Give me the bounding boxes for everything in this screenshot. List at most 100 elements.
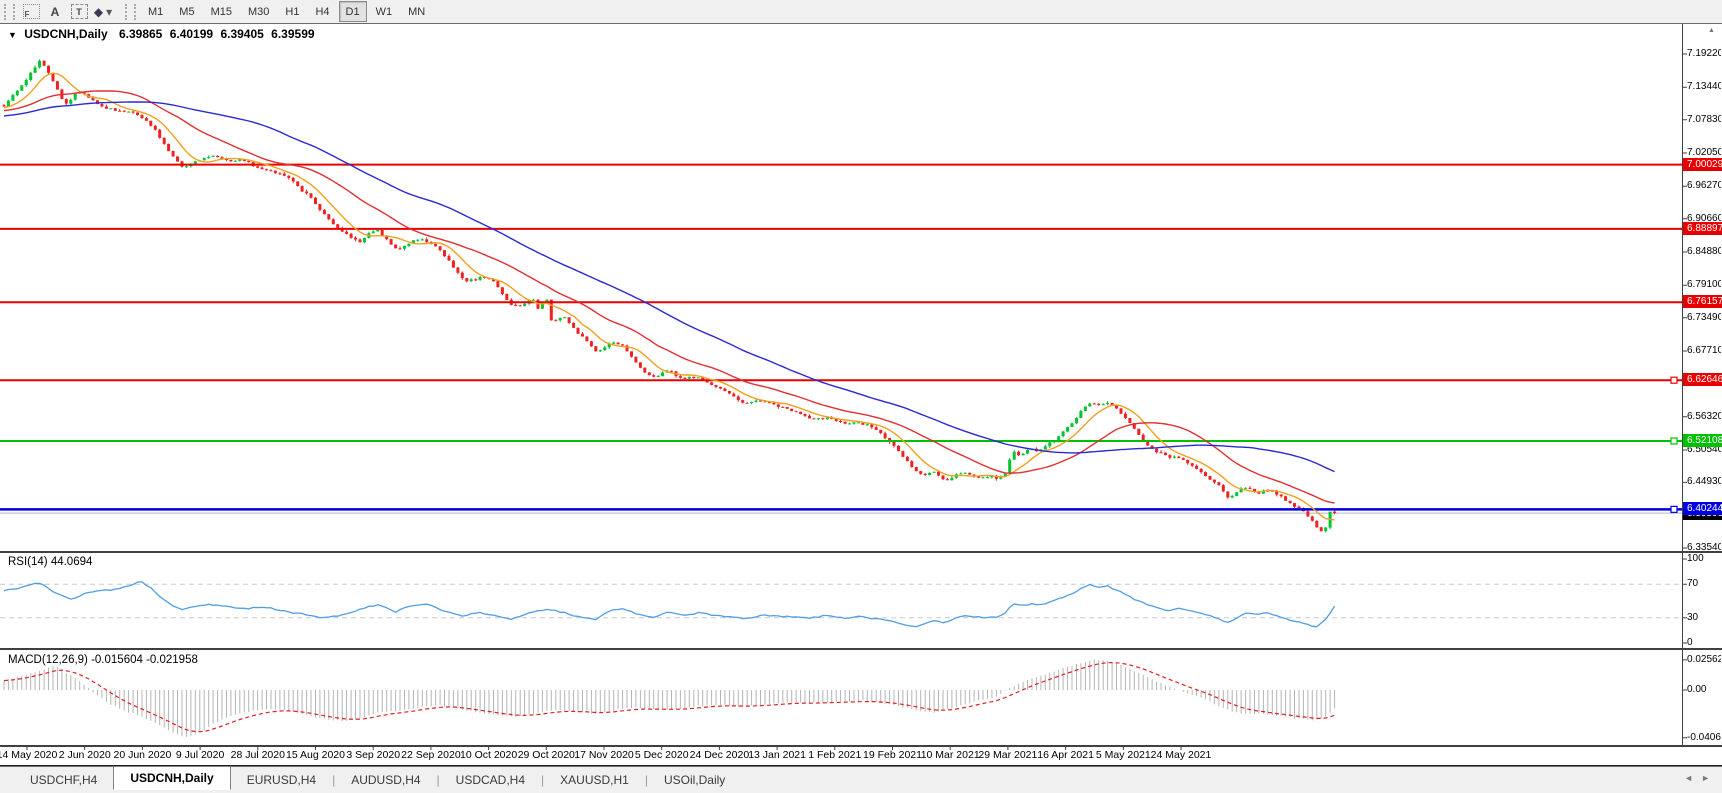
text-label-icon[interactable]: A: [50, 4, 60, 19]
toolbar-grip-2[interactable]: [125, 3, 136, 20]
chart-title: ▼ USDCNH,Daily 6.39865 6.40199 6.39405 6…: [8, 27, 315, 41]
date-axis-label: 20 Jun 2020: [113, 749, 172, 761]
timeframe-button-h4[interactable]: H4: [315, 5, 330, 18]
collapse-icon[interactable]: ▼: [8, 30, 17, 40]
ma-slow-line: [3, 101, 1335, 473]
hline-6.40244[interactable]: [0, 505, 1682, 513]
hline-handle[interactable]: [1670, 505, 1678, 513]
hline-6.62646[interactable]: [0, 376, 1682, 384]
ohlc-high: 6.40199: [169, 27, 214, 41]
date-axis-label: 22 Sep 2020: [401, 749, 461, 761]
price-axis-label: 6.90660: [1687, 212, 1721, 224]
rsi-label: RSI(14) 44.0694: [8, 556, 93, 568]
timeframe-button-m5[interactable]: M5: [179, 5, 195, 18]
date-axis-label: 2 Jun 2020: [58, 749, 111, 761]
chart-canvas[interactable]: [0, 23, 1722, 766]
date-axis-label: 24 May 2021: [1150, 749, 1212, 761]
ma-mid-line: [3, 90, 1335, 504]
tab-separator: |: [644, 773, 648, 787]
chart-tab-eurusd[interactable]: EURUSD,H4: [246, 773, 317, 787]
date-axis-label: 14 May 2020: [0, 749, 58, 761]
price-axis-label: 6.56320: [1687, 410, 1721, 422]
macd-label: MACD(12,26,9) -0.015604 -0.021958: [8, 654, 198, 666]
price-axis-label: 6.79100: [1687, 279, 1721, 291]
hline-price-badge: 6.62646: [1683, 373, 1722, 387]
hline-price-badge: 6.40244: [1683, 502, 1722, 516]
axis-scroll-up-icon[interactable]: ▲: [1708, 27, 1715, 34]
candlesticks: [2, 59, 1337, 533]
price-axis-label: 6.84880: [1687, 246, 1721, 257]
timeframe-button-m30[interactable]: M30: [247, 5, 270, 18]
chart-symbol-period: USDCNH,Daily: [24, 27, 108, 41]
macd-histogram: [3, 659, 1336, 737]
price-axis-label: 7.13440: [1687, 81, 1721, 93]
hline-price-badge: 6.52108: [1683, 433, 1722, 447]
timeframe-button-m15[interactable]: M15: [210, 5, 232, 18]
timeframe-button-group: M1 M5 M15 M30 H1 H4 D1 W1 MN: [140, 1, 433, 22]
axis-ticks: [26, 53, 1687, 750]
rsi-axis-label: 30: [1687, 611, 1699, 623]
macd-axis-label: 0.00: [1687, 684, 1707, 695]
date-axis-label: 5 May 2021: [1095, 749, 1151, 761]
arrow-objects-icon[interactable]: ◆ ▾: [93, 4, 113, 19]
price-axis-label: 6.33540: [1687, 542, 1721, 554]
tab-scroll-prev-icon[interactable]: ◄: [1684, 773, 1702, 783]
chart-tab-usoil[interactable]: USOil,Daily: [663, 773, 726, 787]
date-axis-label: 19 Feb 2021: [863, 749, 922, 761]
chart-tab-xauusd[interactable]: XAUUSD,H1: [560, 773, 629, 787]
toolbar: F A T ◆ ▾ M1 M5 M15 M30 H1 H4 D1 W1 MN: [0, 0, 1722, 24]
chart-window: ▼ USDCNH,Daily 6.39865 6.40199 6.39405 6…: [0, 23, 1722, 766]
price-axis-label: 6.73490: [1687, 311, 1721, 323]
hline-price-badge: 6.76157: [1683, 295, 1722, 309]
ohlc-low: 6.39405: [220, 27, 264, 41]
ohlc-close: 6.39599: [271, 27, 315, 41]
timeframe-button-m1[interactable]: M1: [148, 5, 164, 18]
rsi-axis-label: 70: [1687, 578, 1699, 590]
hline-handle[interactable]: [1670, 376, 1678, 384]
rsi-axis-label: 0: [1687, 637, 1693, 648]
price-axis-label: 6.44930: [1687, 476, 1721, 488]
date-axis-label: 29 Mar 2021: [978, 749, 1038, 761]
date-axis-label: 28 Jul 2020: [230, 749, 285, 761]
price-axis-label: 6.67710: [1687, 345, 1721, 356]
rsi-line: [3, 581, 1336, 628]
chart-tab-usdcad[interactable]: USDCAD,H4: [455, 773, 526, 787]
date-axis-label: 24 Dec 2020: [689, 749, 750, 761]
macd-axis-label: -0.04068: [1687, 731, 1721, 743]
date-axis-label: 9 Jul 2020: [175, 749, 225, 761]
hline-handle[interactable]: [1670, 437, 1678, 445]
toolbar-grip[interactable]: [4, 3, 15, 20]
rsi-axis-label: 100: [1687, 553, 1704, 564]
hline-price-badge: 7.00029: [1683, 157, 1722, 171]
price-axis-label: 6.96270: [1687, 180, 1721, 192]
macd-signal-line: [3, 661, 1335, 733]
chart-tab-audusd[interactable]: AUDUSD,H4: [351, 773, 421, 787]
macd-axis-label: 0.025623: [1687, 653, 1721, 665]
date-axis-label: 3 Sep 2020: [346, 749, 401, 761]
hline-6.52108[interactable]: [0, 437, 1682, 445]
dropdown-caret-icon[interactable]: ▾: [106, 4, 113, 19]
tab-separator: |: [541, 773, 545, 787]
tab-scroll-next-icon[interactable]: ►: [1701, 773, 1718, 783]
price-axis-label: 7.02050: [1687, 147, 1721, 158]
text-tool-icon[interactable]: T: [69, 3, 89, 21]
chart-tab-usdchf[interactable]: USDCHF,H4: [30, 773, 98, 787]
tab-separator: |: [332, 773, 336, 787]
timeframe-button-mn[interactable]: MN: [408, 5, 426, 18]
timeframe-button-h1[interactable]: H1: [285, 5, 300, 18]
timeframe-button-d1[interactable]: D1: [338, 1, 367, 22]
price-axis-label: 7.19220: [1687, 48, 1721, 59]
date-axis-label: 17 Nov 2020: [574, 749, 634, 761]
price-axis-label: 7.07830: [1687, 113, 1721, 125]
date-axis-label: 29 Oct 2020: [517, 749, 575, 761]
date-axis-label: 13 Jan 2021: [748, 749, 806, 761]
chart-tab-usdcnh[interactable]: USDCNH,Daily: [113, 766, 231, 790]
date-axis-label: 1 Feb 2021: [808, 749, 862, 761]
date-axis-label: 15 Aug 2020: [286, 749, 345, 761]
timeframe-button-w1[interactable]: W1: [375, 5, 393, 18]
date-axis-label: 10 Mar 2021: [920, 749, 980, 761]
date-axis-label: 5 Dec 2020: [634, 749, 689, 761]
fibo-grid-icon[interactable]: F: [21, 3, 41, 21]
date-axis-label: 10 Oct 2020: [459, 749, 518, 761]
